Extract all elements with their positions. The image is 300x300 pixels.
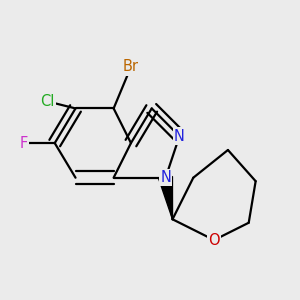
Text: Cl: Cl: [40, 94, 55, 109]
Text: Br: Br: [123, 59, 139, 74]
Text: N: N: [174, 129, 185, 144]
Polygon shape: [159, 177, 172, 219]
Text: F: F: [20, 136, 28, 151]
Text: N: N: [160, 170, 171, 185]
Text: O: O: [208, 232, 220, 247]
